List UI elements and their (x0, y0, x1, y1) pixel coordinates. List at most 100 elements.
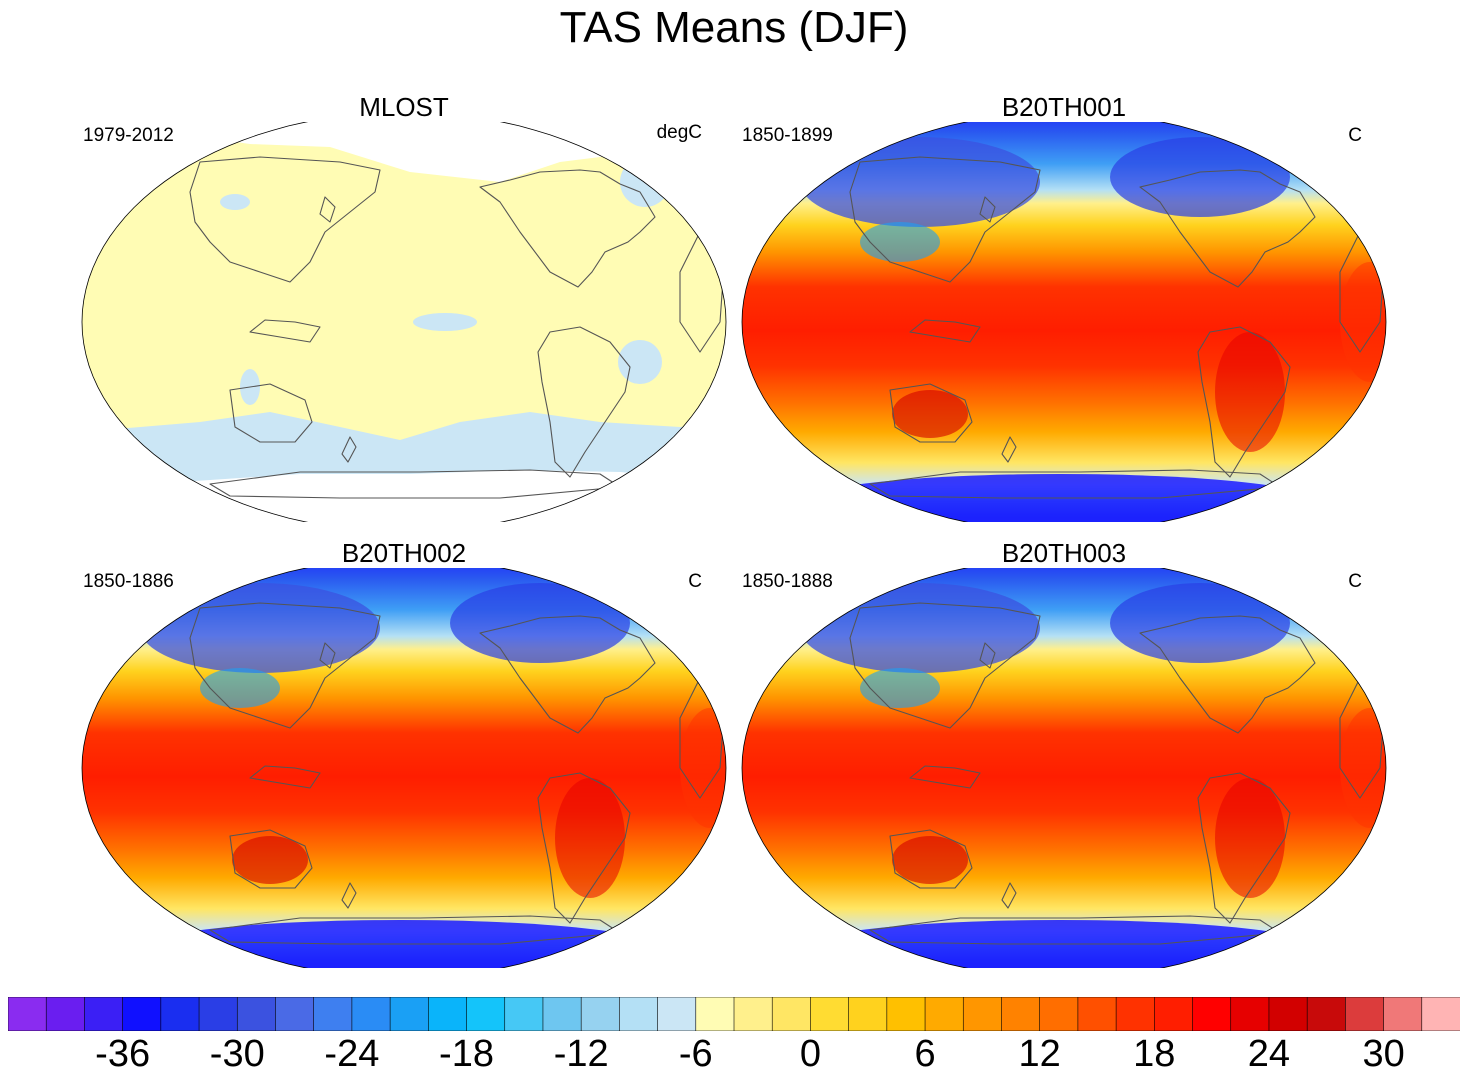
panel-title: MLOST (359, 92, 449, 122)
coastline (1139, 169, 1316, 288)
coastline (229, 383, 313, 443)
colorbar-swatch (1383, 997, 1423, 1031)
coastline (229, 829, 313, 889)
colorbar-swatch (84, 997, 124, 1031)
colorbar-swatch (122, 997, 162, 1031)
coastline (869, 469, 1281, 499)
colorbar-swatch (351, 997, 391, 1031)
coastline (249, 319, 321, 343)
colorbar-swatch (1001, 997, 1041, 1031)
colorbar-swatch (428, 997, 468, 1031)
coastline (979, 196, 996, 223)
colorbar-swatch (886, 997, 926, 1031)
colorbar-swatch (198, 997, 239, 1031)
colorbar-swatch (1421, 997, 1460, 1031)
panel-b20th002: B20TH002 1850-1886 C (80, 538, 728, 968)
coastline (341, 882, 357, 909)
coastline (249, 765, 321, 789)
panel-b20th001: B20TH001 1850-1899 C (740, 92, 1388, 522)
period-label: 1979-2012 (83, 125, 174, 146)
colorbar-tick-label: -24 (324, 1033, 380, 1075)
coastline (1139, 615, 1316, 734)
panel-title: B20TH003 (1001, 538, 1127, 568)
colorbar-swatch (619, 997, 659, 1031)
coastline (1197, 772, 1291, 924)
colorbar-swatch (1268, 997, 1308, 1031)
units-label: C (688, 571, 702, 592)
coastline (664, 587, 701, 629)
map-outline (81, 568, 727, 968)
coastline (1324, 587, 1361, 629)
coastline (1001, 436, 1017, 463)
colorbar-swatch (542, 997, 582, 1031)
colorbar-swatch (313, 997, 353, 1031)
panel-b20th003: B20TH003 1850-1888 C (740, 538, 1388, 968)
colorbar-swatch (45, 997, 86, 1031)
coastline (889, 383, 973, 443)
colorbar-tick-label: -30 (209, 1033, 265, 1075)
colorbar-tick-label: 24 (1247, 1033, 1291, 1075)
colorbar (8, 997, 1460, 1031)
panel-title: B20TH002 (341, 538, 467, 568)
colorbar-swatch (580, 997, 621, 1031)
panel-title: B20TH001 (1001, 92, 1127, 122)
coastline (849, 156, 1041, 283)
colorbar-swatch (1115, 997, 1156, 1031)
colorbar-tick-label: 6 (914, 1033, 936, 1075)
colorbar-swatch (8, 997, 48, 1031)
colorbar-swatch (466, 997, 506, 1031)
figure-title: TAS Means (DJF) (559, 3, 909, 52)
panel-mlost: MLOST 1979-2012 degC (80, 92, 728, 522)
coastline (319, 642, 336, 669)
colorbar-swatch (695, 997, 735, 1031)
colorbar-tick-label: -12 (553, 1033, 609, 1075)
map-b20th002 (81, 568, 727, 968)
coastline (189, 602, 381, 729)
units-label: degC (656, 122, 702, 143)
colorbar-tick-label: -6 (678, 1033, 713, 1075)
colorbar-swatch (504, 997, 544, 1031)
colorbar-swatch (1154, 997, 1194, 1031)
period-label: 1850-1888 (742, 571, 833, 592)
colorbar-swatch (733, 997, 774, 1031)
coastline (479, 615, 656, 734)
colorbar-swatch (1230, 997, 1270, 1031)
coastline (889, 829, 973, 889)
colorbar-swatch (1077, 997, 1117, 1031)
coastline (209, 469, 621, 499)
colorbar-swatch (848, 997, 888, 1031)
units-label: C (1348, 125, 1362, 146)
colorbar-tick-label: -18 (439, 1033, 494, 1075)
coastline (319, 196, 336, 223)
colorbar-swatch (1039, 997, 1079, 1031)
colorbar-tick-label: 30 (1362, 1033, 1405, 1075)
colorbar-swatch (1345, 997, 1385, 1031)
coastline (189, 156, 381, 283)
coastline (537, 772, 631, 924)
period-label: 1850-1899 (742, 125, 833, 146)
colorbar-tick-label: 0 (799, 1033, 821, 1075)
coastline (479, 169, 656, 288)
map-b20th003 (741, 568, 1387, 968)
map-outline (741, 122, 1387, 522)
coastline (537, 326, 631, 478)
coastline (1197, 326, 1291, 478)
coastline (849, 602, 1041, 729)
coastline (664, 141, 701, 183)
colorbar-swatch (275, 997, 315, 1031)
colorbar-swatch (1306, 997, 1347, 1031)
colorbar-swatch (962, 997, 1003, 1031)
colorbar-swatch (771, 997, 812, 1031)
coastline (909, 319, 981, 343)
colorbar-swatch (1192, 997, 1232, 1031)
colorbar-tick-label: -36 (95, 1033, 151, 1075)
colorbar-swatch (657, 997, 697, 1031)
colorbar-tick-label: 18 (1133, 1033, 1176, 1075)
coastline (1001, 882, 1017, 909)
colorbar-swatch (924, 997, 965, 1031)
colorbar-swatch (810, 997, 850, 1031)
coastline (1324, 141, 1361, 183)
map-b20th001 (741, 122, 1387, 522)
map-outline (741, 568, 1387, 968)
period-label: 1850-1886 (83, 571, 174, 592)
